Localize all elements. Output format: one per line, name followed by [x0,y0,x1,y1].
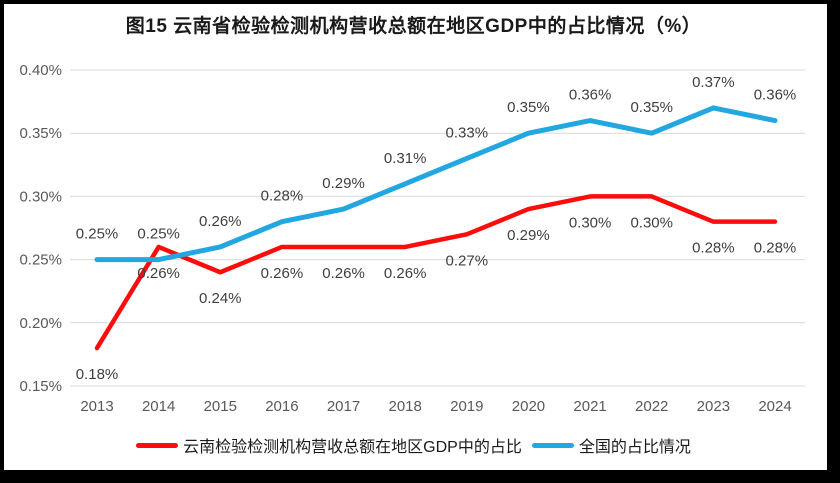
x-axis-tick-label: 2022 [635,398,668,415]
x-axis-tick-label: 2014 [142,398,175,415]
x-axis-tick-label: 2016 [265,398,298,415]
data-label: 0.33% [446,124,489,141]
data-label: 0.37% [692,74,735,91]
y-axis-tick-label: 0.40% [19,62,62,79]
data-label: 0.28% [261,188,304,205]
legend-item-national: 全国的占比情况 [531,433,691,457]
x-axis-tick-label: 2024 [758,398,791,415]
chart-legend: 云南检验检测机构营收总额在地区GDP中的占比 全国的占比情况 [0,433,827,457]
series-line-0 [94,194,778,351]
data-label: 0.26% [322,265,365,282]
x-axis-tick-label: 2019 [450,398,483,415]
data-label: 0.31% [384,150,427,167]
y-axis-tick-label: 0.25% [19,252,62,269]
chart-title: 图15 云南省检验检测机构营收总额在地区GDP中的占比情况（%） [125,16,702,37]
y-axis-tick-label: 0.15% [19,378,62,395]
data-label: 0.35% [507,99,550,116]
y-axis-tick-label: 0.35% [19,125,62,142]
series-line-1 [94,105,778,263]
y-axis-tick-label: 0.30% [19,188,62,205]
data-label: 0.29% [322,175,365,192]
data-label: 0.24% [199,290,242,307]
data-label: 0.26% [384,265,427,282]
x-axis-tick-label: 2018 [388,398,421,415]
data-label: 0.26% [261,265,304,282]
data-label: 0.36% [569,87,612,104]
data-label: 0.28% [692,240,735,257]
x-axis-tick-label: 2023 [697,398,730,415]
data-label: 0.25% [76,226,119,243]
legend-line-blue [531,442,574,448]
data-label: 0.25% [137,226,180,243]
data-label: 0.18% [76,366,119,383]
x-axis-tick-label: 2017 [327,398,360,415]
legend-label-yunnan: 云南检验检测机构营收总额在地区GDP中的占比 [183,439,522,456]
data-label: 0.36% [754,87,797,104]
data-label: 0.30% [630,214,673,231]
y-axis-tick-label: 0.20% [19,315,62,332]
legend-line-red [136,442,179,448]
x-axis-tick-label: 2015 [204,398,237,415]
data-label: 0.35% [630,99,673,116]
x-axis-tick-label: 2020 [512,398,545,415]
legend-label-national: 全国的占比情况 [578,439,691,456]
x-axis-tick-label: 2013 [80,398,113,415]
data-label: 0.26% [199,213,242,230]
legend-item-yunnan: 云南检验检测机构营收总额在地区GDP中的占比 [136,433,522,457]
data-label: 0.26% [137,265,180,282]
data-label: 0.27% [446,252,489,269]
data-label: 0.29% [507,227,550,244]
data-label: 0.30% [569,214,612,231]
data-label: 0.28% [754,240,797,257]
x-axis-tick-label: 2021 [573,398,606,415]
